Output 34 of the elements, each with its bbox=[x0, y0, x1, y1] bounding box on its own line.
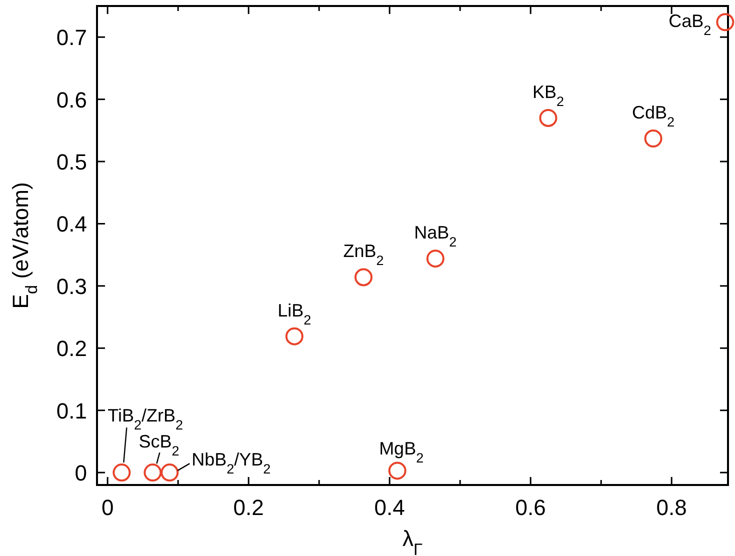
annotation: NaB$_{2}$ bbox=[414, 222, 457, 250]
point bbox=[539, 108, 558, 127]
y-tick-label: 0.2 bbox=[56, 336, 87, 362]
y-tick-label: 0.5 bbox=[56, 150, 87, 175]
point bbox=[388, 462, 406, 480]
annotation: KB$_{2}$ bbox=[532, 82, 564, 108]
y-tick-label: 0.1 bbox=[56, 398, 87, 424]
x-tick-label: 0.6 bbox=[515, 495, 546, 520]
point bbox=[144, 464, 162, 482]
annotation: LiB$_{2}$ bbox=[278, 300, 312, 327]
y-tick-label: 0 bbox=[74, 460, 87, 486]
point bbox=[644, 130, 662, 148]
x-axis-title: λ$_{Γ}$ bbox=[402, 526, 423, 556]
annotation: ScB$_{2}$ bbox=[138, 432, 180, 458]
x-tick-label: 0.8 bbox=[656, 495, 687, 520]
annotation: TiB$_{2}$/ZrB$_{2}$ bbox=[108, 406, 184, 432]
point bbox=[716, 13, 734, 32]
point bbox=[160, 464, 179, 482]
annotation: CdB$_{2}$ bbox=[632, 102, 675, 130]
x-tick-label: 0.4 bbox=[374, 495, 405, 520]
y-tick-label: 0.6 bbox=[56, 87, 87, 112]
annotation: CaB$_{2}$ bbox=[668, 11, 712, 38]
annotation: ZnB$_{2}$ bbox=[343, 241, 384, 268]
annotation: MgB$_{2}$ bbox=[379, 438, 424, 466]
x-tick-label: 0.2 bbox=[233, 495, 264, 520]
point bbox=[285, 327, 304, 346]
y-tick-label: 0.7 bbox=[56, 25, 87, 50]
point bbox=[426, 250, 444, 268]
y-tick-label: 0.4 bbox=[56, 212, 87, 237]
point bbox=[354, 268, 372, 286]
y-tick-label: 0.3 bbox=[56, 274, 87, 299]
x-tick-label: 0 bbox=[101, 495, 114, 520]
annotation: NbB$_{2}$/YB$_{2}$ bbox=[192, 450, 271, 476]
point bbox=[112, 464, 131, 482]
